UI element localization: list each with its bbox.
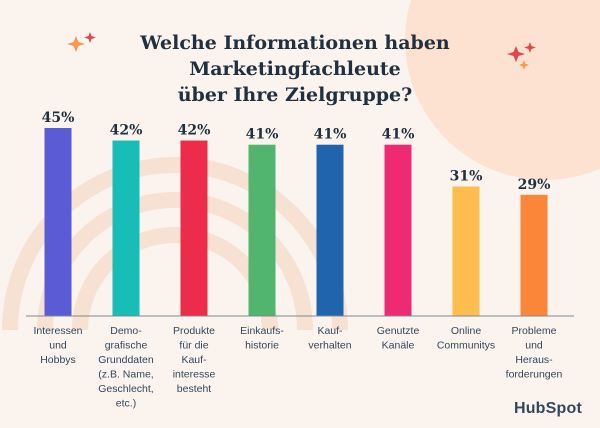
bar [44, 128, 72, 316]
bar-value-label: 42% [110, 123, 143, 139]
category-label: Interessen [33, 325, 82, 337]
bar [316, 144, 344, 316]
bar [520, 194, 548, 316]
category-label: Geschlecht, [98, 383, 153, 395]
category-label: und [49, 340, 67, 352]
bar [452, 186, 480, 316]
bar-value-label: 42% [178, 123, 211, 139]
background-circle [405, 0, 600, 180]
category-label: besteht [177, 383, 212, 395]
category-label: etc.) [116, 398, 136, 410]
bar-value-label: 29% [518, 177, 551, 193]
bar-value-label: 45% [42, 110, 75, 126]
sparkle-icon [67, 32, 96, 52]
category-label: Online [451, 325, 482, 337]
category-label: grafische [105, 340, 148, 352]
category-label: Kauf- [317, 325, 343, 337]
chart-title-line-1: Welche Informationen haben Marketingfach… [140, 32, 450, 80]
category-label: interesse [173, 369, 216, 381]
category-label: Probleme [512, 325, 557, 337]
sparkle-icon [507, 42, 536, 70]
category-label: Heraus- [515, 354, 553, 366]
category-label: Einkaufs- [240, 325, 284, 337]
category-label: Kanäle [382, 340, 415, 352]
bar [180, 140, 208, 316]
category-label: Genutzte [377, 325, 420, 337]
bar [248, 144, 276, 316]
bar-value-label: 41% [314, 127, 347, 143]
category-label: historie [245, 340, 279, 352]
bar-value-label: 41% [246, 127, 279, 143]
chart-title-line-2: über Ihre Zielgruppe? [177, 84, 413, 106]
bar [112, 140, 140, 316]
category-label: forderungen [506, 369, 563, 381]
category-label: Grunddaten [98, 354, 154, 366]
hubspot-logo: HubSpot [513, 400, 582, 417]
category-label: Kauf- [181, 354, 207, 366]
category-label: verhalten [308, 340, 351, 352]
chart-title: Welche Informationen haben Marketingfach… [90, 30, 500, 108]
category-label: für die [179, 340, 208, 352]
bar [384, 144, 412, 316]
category-label: Produkte [173, 325, 215, 337]
category-label: Communitys [437, 340, 495, 352]
bar-value-label: 31% [450, 168, 483, 184]
bar-value-label: 41% [382, 127, 415, 143]
category-label: und [525, 340, 543, 352]
category-label: Demo- [110, 325, 142, 337]
category-label: (z.B. Name, [98, 369, 153, 381]
category-label: Hobbys [40, 354, 76, 366]
